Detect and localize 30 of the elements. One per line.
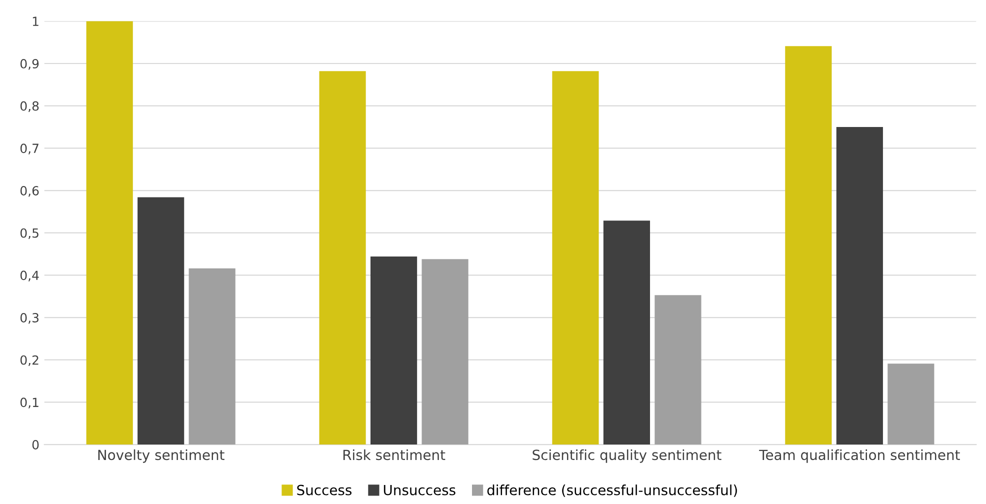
bar — [188, 268, 236, 445]
y-tick-label: 0,7 — [20, 144, 38, 154]
legend-label: Success — [297, 484, 352, 496]
y-tick-label: 0,4 — [20, 270, 39, 282]
y-tick-label: 0,9 — [20, 58, 39, 70]
bar — [552, 71, 599, 445]
bar — [603, 220, 650, 445]
bar — [888, 364, 934, 445]
y-tick-label: 0,6 — [20, 186, 39, 197]
x-tick-label: Team qualification sentiment — [759, 449, 960, 463]
bar — [422, 259, 468, 445]
x-tick-label: Novelty sentiment — [98, 449, 224, 463]
bar — [785, 46, 832, 445]
bar — [319, 71, 366, 445]
x-tick-label: Scientific quality sentiment — [532, 449, 722, 463]
y-tick-label: 0,3 — [20, 312, 39, 324]
bar — [86, 21, 133, 445]
y-tick-label: 0 — [32, 440, 39, 450]
y-tick-label: 0,8 — [20, 101, 39, 112]
legend-label: difference (successful-unsuccessful) — [487, 484, 737, 497]
y-tick-label: 0,1 — [20, 398, 38, 408]
bar — [138, 197, 184, 445]
y-tick-label: 0,5 — [20, 228, 38, 240]
bar — [370, 256, 418, 445]
bar — [836, 127, 883, 445]
bar — [654, 295, 702, 445]
x-tick-label: Risk sentiment — [343, 449, 446, 460]
y-tick-label: 0,2 — [20, 355, 38, 366]
legend-label: Unsuccess — [384, 484, 456, 496]
y-tick-label: 1 — [32, 16, 38, 26]
